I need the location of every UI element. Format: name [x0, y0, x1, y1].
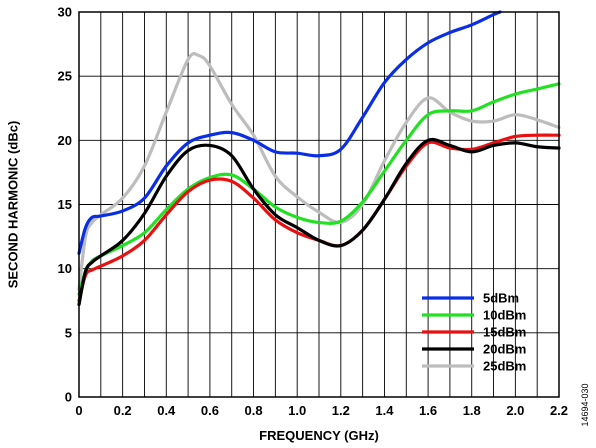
legend-label-15dBm: 15dBm [483, 325, 526, 340]
x-tick-label: 2.0 [506, 403, 524, 418]
x-tick-label: 1.4 [375, 403, 394, 418]
y-tick-label: 30 [58, 5, 72, 20]
y-tick-label: 25 [58, 69, 72, 84]
y-tick-label: 20 [58, 133, 72, 148]
legend-label-25dBm: 25dBm [483, 359, 526, 374]
x-tick-label: 1.8 [463, 403, 481, 418]
legend-label-5dBm: 5dBm [483, 291, 519, 306]
plot-frame [78, 11, 560, 398]
series-line-20dBm [77, 138, 561, 307]
y-tick-label: 15 [58, 197, 72, 212]
legend-label-10dBm: 10dBm [483, 308, 526, 323]
x-tick-label: 0 [75, 403, 82, 418]
x-tick-label: 2.2 [550, 403, 568, 418]
x-tick-label: 1.0 [288, 403, 306, 418]
series-layer [77, 10, 561, 307]
x-tick-label: 0.8 [245, 403, 263, 418]
series-line-5dBm [77, 10, 502, 255]
x-tick-label: 0.4 [157, 403, 176, 418]
y-tick-label: 0 [65, 390, 72, 405]
legend: 5dBm 10dBm 15dBm 20dBm 25dBm [422, 291, 526, 374]
figure-id: 14694-030 [580, 383, 590, 426]
series-line-25dBm [77, 52, 561, 291]
x-tick-label: 1.6 [419, 403, 437, 418]
legend-label-20dBm: 20dBm [483, 342, 526, 357]
y-axis-label: SECOND HARMONIC (dBc) [5, 121, 20, 289]
x-tick-label: 0.6 [201, 403, 219, 418]
x-axis-label: FREQUENCY (GHz) [259, 428, 379, 443]
y-tick-label: 10 [58, 261, 72, 276]
y-tick-label: 5 [65, 325, 72, 340]
series-line-10dBm [77, 82, 561, 296]
x-tick-label: 1.2 [332, 403, 350, 418]
x-tick-labels: 0 0.2 0.4 0.6 0.8 1.0 1.2 1.4 1.6 1.8 2.0 2.2 [75, 403, 568, 418]
y-tick-labels: 0 5 10 15 20 25 30 [58, 5, 72, 405]
series-line-15dBm [77, 133, 561, 303]
x-tick-label: 0.2 [114, 403, 132, 418]
